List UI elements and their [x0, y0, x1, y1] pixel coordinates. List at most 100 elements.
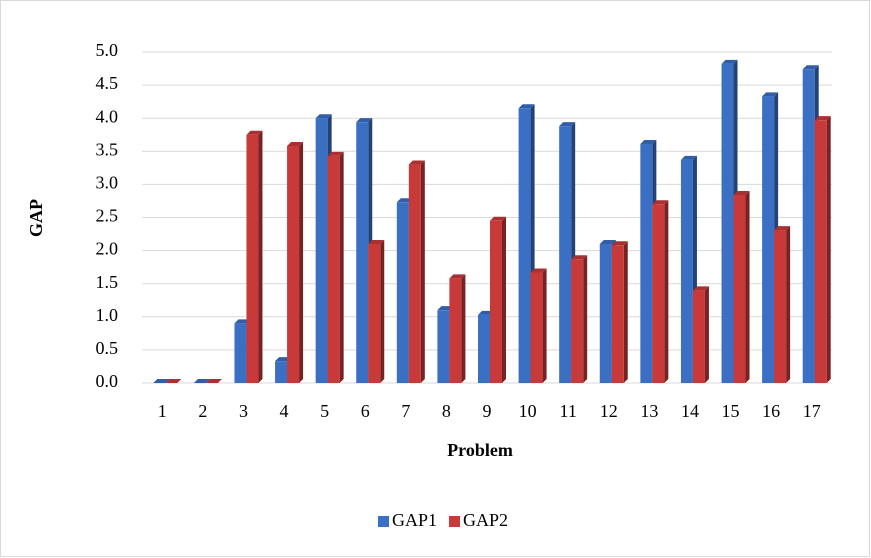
- y-tick-label: 3.0: [96, 173, 119, 193]
- bar-side: [258, 130, 263, 383]
- x-tick-label: 13: [640, 401, 658, 421]
- bar: [478, 314, 490, 383]
- bar-side: [623, 241, 628, 383]
- bar: [275, 361, 288, 383]
- bar: [327, 155, 340, 383]
- y-tick-label: 3.5: [96, 139, 119, 159]
- legend-label: GAP2: [463, 510, 508, 530]
- bar-top: [733, 190, 750, 195]
- bar-top: [490, 216, 506, 221]
- bar-top: [356, 118, 373, 123]
- legend-swatch: [449, 516, 461, 527]
- bar: [356, 122, 369, 383]
- bar-top: [559, 122, 576, 127]
- bar: [802, 69, 815, 383]
- bar-top: [652, 200, 669, 205]
- bar: [640, 144, 653, 383]
- x-tick-label: 5: [320, 401, 329, 421]
- bar: [762, 96, 775, 383]
- bar-side: [826, 116, 831, 383]
- bar-top: [680, 155, 697, 160]
- bar-top: [530, 268, 547, 273]
- x-tick-label: 10: [519, 401, 537, 421]
- bar-top: [246, 130, 263, 135]
- bar-top: [774, 226, 791, 231]
- x-tick-label: 4: [280, 401, 289, 421]
- bar: [721, 63, 734, 383]
- bar-side: [583, 255, 588, 383]
- bar-side: [420, 160, 425, 383]
- bar-top: [327, 151, 344, 156]
- bar-top: [518, 104, 535, 109]
- bar: [518, 108, 531, 384]
- y-tick-label: 0.0: [96, 371, 119, 391]
- bar: [530, 272, 543, 383]
- x-tick-label: 1: [158, 401, 167, 421]
- bar-top: [611, 241, 628, 246]
- bar-top: [571, 255, 588, 260]
- bar-top: [368, 239, 385, 244]
- bar: [396, 202, 409, 383]
- bar: [449, 278, 462, 383]
- y-tick-label: 4.0: [96, 106, 119, 126]
- y-tick-label: 1.5: [96, 272, 119, 292]
- bar-side: [664, 200, 669, 383]
- bar-side: [380, 239, 385, 383]
- bar: [315, 118, 328, 383]
- bar: [368, 243, 381, 383]
- bar: [246, 134, 259, 383]
- bar-top: [599, 239, 616, 244]
- y-tick-label: 4.5: [96, 73, 119, 93]
- bar-top: [762, 92, 779, 97]
- bar: [680, 159, 693, 383]
- bar-top: [449, 274, 466, 279]
- x-tick-label: 3: [239, 401, 248, 421]
- y-tick-label: 2.5: [96, 206, 119, 226]
- bar-side: [502, 216, 506, 383]
- bar-top: [315, 114, 332, 119]
- bar-side: [704, 286, 709, 383]
- x-tick-label: 12: [600, 401, 618, 421]
- bar: [652, 204, 665, 383]
- bar-side: [461, 274, 466, 383]
- x-axis-title: Problem: [447, 440, 513, 460]
- bar: [408, 164, 421, 383]
- legend-label: GAP1: [392, 510, 437, 530]
- x-tick-label: 9: [483, 401, 492, 421]
- bar-top: [814, 116, 831, 121]
- bar-top: [640, 140, 657, 145]
- bar: [571, 259, 584, 383]
- x-tick-label: 17: [803, 401, 821, 421]
- bar-side: [745, 190, 750, 383]
- bar-top: [802, 65, 819, 70]
- bar-side: [542, 268, 547, 383]
- x-tick-label: 11: [560, 401, 577, 421]
- bar-top: [287, 142, 304, 147]
- bar-side: [786, 226, 791, 383]
- y-tick-label: 2.0: [96, 239, 119, 259]
- bar-top: [692, 286, 709, 291]
- bar-top: [153, 379, 170, 383]
- bar-side: [339, 151, 344, 383]
- bar: [814, 120, 827, 383]
- legend-swatch: [378, 516, 389, 527]
- bar-top: [165, 379, 182, 383]
- y-tick-label: 0.5: [96, 338, 119, 358]
- x-tick-label: 16: [762, 401, 780, 421]
- y-axis-title: GAP: [26, 199, 46, 237]
- bar: [692, 290, 705, 383]
- bar-side: [299, 142, 304, 383]
- bar: [611, 245, 624, 383]
- bar: [559, 126, 572, 384]
- x-tick-label: 8: [442, 401, 451, 421]
- x-tick-label: 7: [401, 401, 410, 421]
- bar: [437, 310, 450, 383]
- bar: [287, 146, 300, 383]
- bar: [490, 220, 502, 383]
- x-tick-label: 15: [722, 401, 740, 421]
- bar-top: [205, 379, 222, 383]
- bar: [234, 323, 247, 383]
- x-tick-label: 14: [681, 401, 699, 421]
- y-tick-label: 5.0: [96, 40, 119, 60]
